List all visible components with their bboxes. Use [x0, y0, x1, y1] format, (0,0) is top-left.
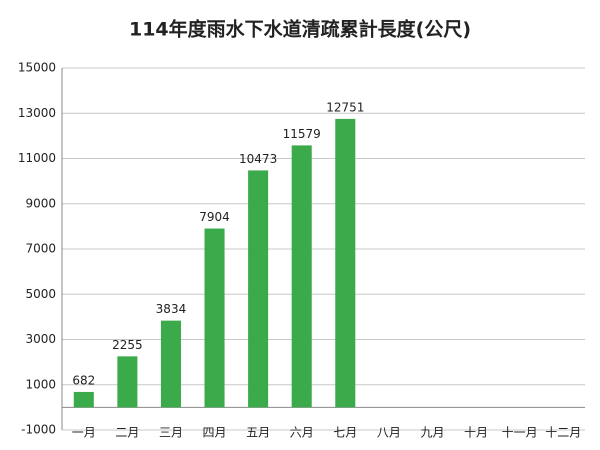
y-tick-label: 5000: [25, 287, 56, 301]
y-tick-label: 1000: [25, 377, 56, 391]
x-tick-label: 五月: [246, 426, 270, 440]
x-tick-label: 四月: [203, 426, 227, 440]
bar: [73, 391, 94, 408]
y-tick-label: 11000: [18, 151, 56, 165]
y-tick-label: 9000: [25, 196, 56, 210]
x-tick-label: 九月: [420, 426, 444, 440]
x-tick-label: 十月: [464, 426, 488, 440]
x-tick-label: 二月: [115, 426, 139, 440]
x-tick-label: 七月: [333, 426, 357, 440]
y-tick-label: -1000: [21, 423, 56, 437]
bar: [248, 170, 269, 408]
value-label: 2255: [112, 338, 143, 352]
value-label: 11579: [283, 127, 321, 141]
bar: [204, 228, 225, 408]
x-tick-label: 八月: [377, 426, 401, 440]
value-label: 682: [72, 373, 95, 387]
y-tick-label: 13000: [18, 106, 56, 120]
x-tick-label: 十一月: [502, 426, 538, 440]
bar: [291, 145, 312, 408]
value-label: 7904: [199, 210, 230, 224]
x-tick-label: 六月: [290, 426, 314, 440]
y-tick-label: 15000: [18, 61, 56, 75]
bar: [117, 356, 138, 408]
x-tick-label: 十二月: [545, 426, 581, 440]
value-label: 3834: [156, 302, 187, 316]
bar: [160, 320, 181, 408]
value-label: 12751: [326, 100, 364, 114]
chart-title: 114年度雨水下水道清疏累計長度(公尺): [129, 18, 471, 41]
bar: [335, 118, 356, 408]
x-tick-label: 一月: [72, 426, 96, 440]
x-tick-label: 三月: [159, 426, 183, 440]
y-tick-label: 7000: [25, 242, 56, 256]
y-tick-label: 3000: [25, 332, 56, 346]
value-label: 10473: [239, 152, 277, 166]
